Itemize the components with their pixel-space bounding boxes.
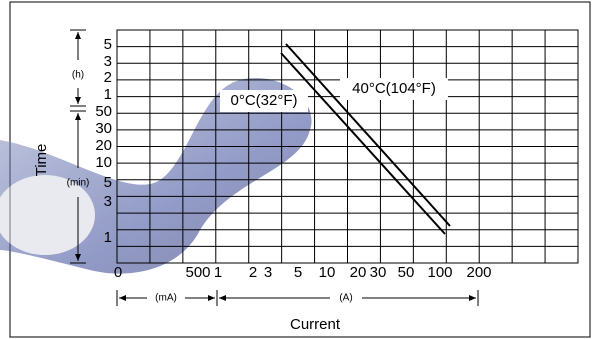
y-tick-label: 5 bbox=[104, 174, 112, 191]
curve-label: 0°C(32°F) bbox=[230, 92, 297, 109]
x-axis-title: Current bbox=[290, 316, 341, 333]
y-tick-label: 2 bbox=[104, 69, 112, 86]
y-axis-title: Time bbox=[33, 144, 50, 177]
x-unit-label: (A) bbox=[339, 293, 352, 304]
y-tick-label: 5 bbox=[104, 36, 112, 53]
label-box bbox=[220, 90, 308, 112]
x-tick-label: 20 bbox=[350, 264, 367, 281]
x-tick-label: 50 bbox=[398, 264, 415, 281]
y-tick-label: 20 bbox=[95, 137, 112, 154]
y-tick-label: 30 bbox=[95, 120, 112, 137]
curves bbox=[280, 43, 451, 235]
x-tick-label: 3 bbox=[264, 264, 272, 281]
curve-40c bbox=[285, 43, 451, 227]
y-tick-label: 1 bbox=[104, 229, 112, 246]
x-tick-label: 100 bbox=[427, 264, 452, 281]
y-tick-label: 1 bbox=[104, 86, 112, 103]
label-box bbox=[340, 78, 448, 100]
x-tick-label: 30 bbox=[370, 264, 387, 281]
curve-label: 40°C(104°F) bbox=[352, 80, 436, 97]
y-tick-label: 10 bbox=[95, 154, 112, 171]
y-unit-label: (min) bbox=[67, 178, 90, 189]
y-unit-label: (h) bbox=[72, 70, 84, 81]
y-tick-label: 3 bbox=[104, 53, 112, 70]
x-unit-label: (mA) bbox=[155, 293, 177, 304]
x-tick-label: 5 bbox=[294, 264, 302, 281]
x-tick-label: 200 bbox=[466, 264, 491, 281]
x-tick-label: 0 bbox=[114, 264, 122, 281]
x-tick-label: 10 bbox=[319, 264, 336, 281]
y-tick-label: 3 bbox=[104, 193, 112, 210]
x-tick-label: 500 bbox=[185, 264, 210, 281]
y-tick-label: 50 bbox=[95, 103, 112, 120]
curve-0c bbox=[280, 52, 446, 235]
x-tick-label: 1 bbox=[214, 264, 222, 281]
x-tick-label: 2 bbox=[249, 264, 257, 281]
